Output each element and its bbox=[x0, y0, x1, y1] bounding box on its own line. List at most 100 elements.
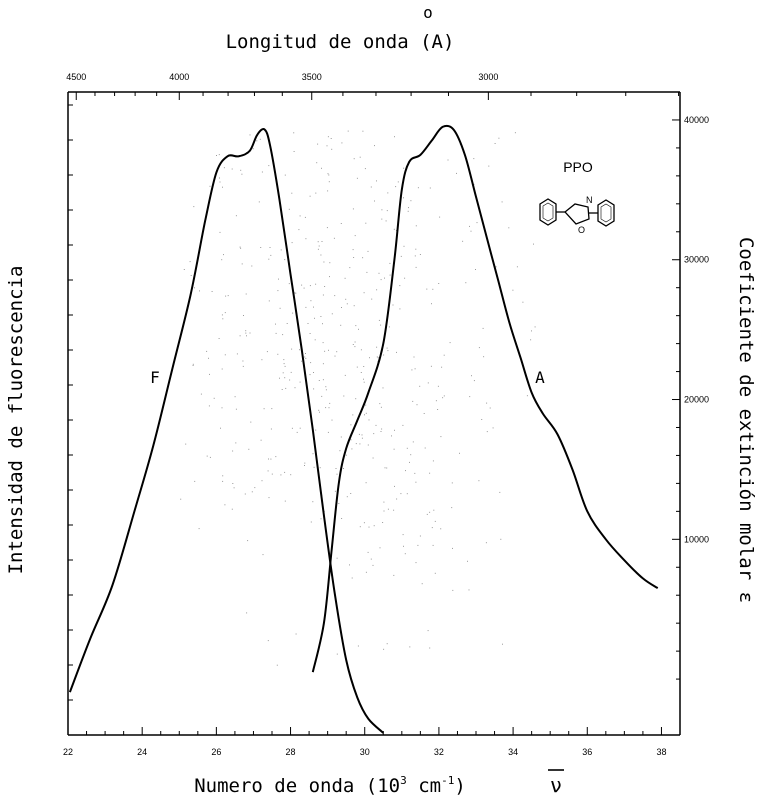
stipple-dot bbox=[343, 395, 345, 397]
stipple-dot bbox=[327, 190, 329, 192]
stipple-dot bbox=[438, 283, 440, 284]
stipple-dot bbox=[284, 377, 286, 379]
stipple-dot bbox=[407, 210, 409, 212]
top-tick-label: 4500 bbox=[66, 72, 86, 82]
stipple-dot bbox=[323, 261, 325, 263]
stipple-dot bbox=[382, 387, 384, 389]
stipple-dot bbox=[317, 143, 319, 145]
stipple-dot bbox=[473, 380, 475, 382]
stipple-dot bbox=[309, 285, 311, 287]
x-tick-label: 24 bbox=[137, 747, 147, 757]
stipple-dot bbox=[270, 458, 272, 460]
stipple-dot bbox=[341, 307, 342, 308]
stipple-dot bbox=[282, 372, 284, 374]
stipple-dot bbox=[451, 507, 453, 509]
stipple-dot bbox=[364, 168, 366, 170]
stipple-dot bbox=[325, 407, 327, 409]
stipple-dot bbox=[307, 323, 309, 324]
stipple-dot bbox=[224, 504, 226, 506]
stipple-dot bbox=[320, 518, 322, 520]
stipple-dot bbox=[317, 241, 319, 243]
stipple-dot bbox=[270, 254, 272, 256]
stipple-dot bbox=[365, 222, 367, 224]
stipple-dot bbox=[292, 312, 294, 314]
stipple-dot bbox=[248, 448, 250, 450]
stipple-dot bbox=[383, 501, 385, 503]
stipple-dot bbox=[321, 241, 323, 242]
stipple-dot bbox=[241, 263, 243, 265]
stipple-dot bbox=[360, 372, 362, 373]
x-tick-label: 26 bbox=[211, 747, 221, 757]
stipple-dot bbox=[304, 465, 305, 466]
stipple-dot bbox=[419, 385, 421, 387]
stipple-dot bbox=[281, 389, 283, 390]
stipple-dot bbox=[470, 230, 472, 232]
stipple-dot bbox=[209, 456, 211, 458]
stipple-dot bbox=[276, 664, 278, 666]
stipple-dot bbox=[268, 165, 270, 167]
stipple-dot bbox=[268, 458, 269, 460]
stipple-dot bbox=[459, 452, 460, 454]
stipple-dot bbox=[363, 381, 365, 383]
stipple-dot bbox=[379, 547, 381, 549]
stipple-dot bbox=[363, 378, 364, 380]
stipple-dot bbox=[410, 200, 412, 202]
stipple-dot bbox=[249, 134, 251, 136]
stipple-dot bbox=[404, 277, 406, 279]
stipple-dot bbox=[399, 285, 401, 287]
stipple-dot bbox=[284, 471, 286, 473]
stipple-dot bbox=[350, 439, 352, 441]
stipple-dot bbox=[447, 159, 449, 161]
stipple-dot bbox=[414, 255, 416, 257]
stipple-dot bbox=[352, 249, 354, 251]
stipple-dot bbox=[424, 447, 426, 449]
stipple-dot bbox=[370, 558, 372, 560]
stipple-dot bbox=[310, 362, 312, 364]
stipple-dot bbox=[396, 351, 397, 353]
stipple-dot bbox=[336, 473, 338, 475]
stipple-dot bbox=[443, 354, 445, 356]
stipple-dot bbox=[416, 404, 418, 406]
stipple-dot bbox=[375, 424, 377, 426]
stipple-dot bbox=[419, 535, 421, 537]
stipple-dot bbox=[271, 408, 273, 410]
stipple-dot bbox=[382, 522, 384, 523]
stipple-dot bbox=[315, 192, 317, 194]
stipple-dot bbox=[372, 564, 374, 566]
stipple-dot bbox=[393, 574, 395, 576]
stipple-dot bbox=[327, 431, 329, 433]
stipple-dot bbox=[483, 356, 485, 358]
stipple-dot bbox=[319, 411, 320, 413]
stipple-dot bbox=[313, 466, 315, 468]
stipple-dot bbox=[321, 167, 322, 169]
stipple-dot bbox=[426, 513, 428, 515]
stipple-dot bbox=[209, 373, 210, 375]
stipple-dot bbox=[305, 306, 307, 308]
stipple-dot bbox=[380, 324, 382, 326]
stipple-dot bbox=[368, 419, 370, 421]
top-tick-label: 4000 bbox=[169, 72, 189, 82]
stipple-dot bbox=[359, 156, 361, 158]
stipple-dot bbox=[322, 294, 324, 296]
stipple-dot bbox=[405, 470, 406, 472]
stipple-dot bbox=[482, 327, 484, 329]
stipple-dot bbox=[486, 431, 488, 433]
stipple-dot bbox=[275, 332, 277, 334]
stipple-dot bbox=[403, 545, 404, 547]
stipple-dot bbox=[327, 136, 329, 138]
stipple-dot bbox=[347, 130, 349, 132]
stipple-dot bbox=[367, 444, 369, 446]
stipple-dot bbox=[387, 508, 389, 510]
stipple-dot bbox=[219, 181, 221, 183]
stipple-dot bbox=[415, 481, 417, 483]
stipple-dot bbox=[381, 428, 383, 430]
stipple-dot bbox=[334, 355, 336, 357]
y-axis-right-label: Coeficiente de extinción molar ε bbox=[735, 237, 757, 603]
stipple-dot bbox=[356, 177, 358, 179]
stipple-dot bbox=[380, 406, 382, 408]
stipple-dot bbox=[223, 254, 224, 256]
stipple-dot bbox=[291, 242, 293, 244]
stipple-dot bbox=[387, 350, 389, 352]
stipple-dot bbox=[434, 520, 436, 522]
stipple-dot bbox=[235, 215, 237, 217]
